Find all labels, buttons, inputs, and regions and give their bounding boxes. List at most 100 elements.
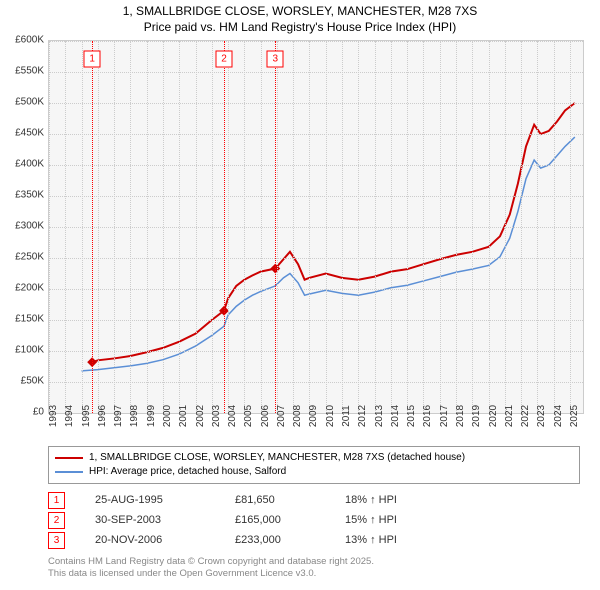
series-hpi xyxy=(82,137,575,371)
transaction-price: £165,000 xyxy=(235,514,345,526)
x-tick-label: 2013 xyxy=(374,405,385,427)
transaction-price: £233,000 xyxy=(235,534,345,546)
x-tick-label: 1999 xyxy=(146,405,157,427)
y-tick-label: £550K xyxy=(15,66,44,77)
title-line-2: Price paid vs. HM Land Registry's House … xyxy=(0,20,600,36)
y-tick-label: £300K xyxy=(15,221,44,232)
gridline-h xyxy=(49,227,583,228)
x-tick-label: 2020 xyxy=(488,405,499,427)
x-tick-label: 2017 xyxy=(439,405,450,427)
table-row: 3 20-NOV-2006 £233,000 13% ↑ HPI xyxy=(48,530,445,550)
gridline-v xyxy=(472,41,473,413)
x-tick-label: 2022 xyxy=(520,405,531,427)
gridline-v xyxy=(489,41,490,413)
x-tick-label: 2015 xyxy=(406,405,417,427)
gridline-v xyxy=(326,41,327,413)
x-tick-label: 2008 xyxy=(292,405,303,427)
marker-line xyxy=(275,41,276,413)
gridline-v xyxy=(554,41,555,413)
transaction-hpi: 15% ↑ HPI xyxy=(345,514,445,526)
gridline-v xyxy=(342,41,343,413)
x-tick-label: 1997 xyxy=(113,405,124,427)
x-tick-label: 2005 xyxy=(243,405,254,427)
x-tick-label: 2018 xyxy=(455,405,466,427)
legend: 1, SMALLBRIDGE CLOSE, WORSLEY, MANCHESTE… xyxy=(48,446,580,484)
gridline-h xyxy=(49,351,583,352)
table-row: 2 30-SEP-2003 £165,000 15% ↑ HPI xyxy=(48,510,445,530)
chart-marker-box: 3 xyxy=(267,51,284,68)
gridline-v xyxy=(163,41,164,413)
table-row: 1 25-AUG-1995 £81,650 18% ↑ HPI xyxy=(48,490,445,510)
x-tick-label: 2004 xyxy=(227,405,238,427)
transactions-table: 1 25-AUG-1995 £81,650 18% ↑ HPI 2 30-SEP… xyxy=(48,490,445,550)
y-tick-label: £500K xyxy=(15,97,44,108)
x-tick-label: 2011 xyxy=(341,405,352,427)
x-tick-label: 2003 xyxy=(211,405,222,427)
y-tick-label: £150K xyxy=(15,314,44,325)
gridline-v xyxy=(309,41,310,413)
gridline-v xyxy=(277,41,278,413)
gridline-v xyxy=(375,41,376,413)
y-tick-label: £450K xyxy=(15,128,44,139)
gridline-v xyxy=(82,41,83,413)
gridline-v xyxy=(147,41,148,413)
gridline-v xyxy=(212,41,213,413)
chart-marker-box: 1 xyxy=(84,51,101,68)
gridline-h xyxy=(49,103,583,104)
transaction-hpi: 13% ↑ HPI xyxy=(345,534,445,546)
x-tick-label: 2014 xyxy=(390,405,401,427)
gridline-h xyxy=(49,382,583,383)
gridline-h xyxy=(49,72,583,73)
gridline-h xyxy=(49,41,583,42)
transaction-hpi: 18% ↑ HPI xyxy=(345,494,445,506)
transaction-date: 20-NOV-2006 xyxy=(95,534,235,546)
y-tick-label: £350K xyxy=(15,190,44,201)
gridline-v xyxy=(196,41,197,413)
gridline-h xyxy=(49,320,583,321)
x-tick-label: 2006 xyxy=(260,405,271,427)
gridline-v xyxy=(537,41,538,413)
gridline-v xyxy=(358,41,359,413)
chart-marker-box: 2 xyxy=(216,51,233,68)
x-tick-label: 2010 xyxy=(325,405,336,427)
gridline-v xyxy=(244,41,245,413)
x-tick-label: 2002 xyxy=(195,405,206,427)
gridline-h xyxy=(49,196,583,197)
x-tick-label: 1993 xyxy=(48,405,59,427)
gridline-v xyxy=(521,41,522,413)
gridline-v xyxy=(130,41,131,413)
y-tick-label: £100K xyxy=(15,345,44,356)
x-tick-label: 2007 xyxy=(276,405,287,427)
gridline-v xyxy=(456,41,457,413)
marker-box-1: 1 xyxy=(48,492,65,509)
gridline-v xyxy=(228,41,229,413)
y-tick-label: £0 xyxy=(33,407,44,418)
x-tick-label: 1994 xyxy=(64,405,75,427)
x-tick-label: 1995 xyxy=(81,405,92,427)
transaction-date: 25-AUG-1995 xyxy=(95,494,235,506)
marker-box-3: 3 xyxy=(48,532,65,549)
chart-container: 1, SMALLBRIDGE CLOSE, WORSLEY, MANCHESTE… xyxy=(0,0,600,590)
x-tick-label: 2000 xyxy=(162,405,173,427)
x-tick-label: 1996 xyxy=(97,405,108,427)
gridline-h xyxy=(49,165,583,166)
gridline-v xyxy=(391,41,392,413)
legend-label-1: 1, SMALLBRIDGE CLOSE, WORSLEY, MANCHESTE… xyxy=(89,451,465,465)
footer-line-2: This data is licensed under the Open Gov… xyxy=(48,568,374,580)
legend-swatch-1 xyxy=(55,457,83,459)
transaction-price: £81,650 xyxy=(235,494,345,506)
gridline-h xyxy=(49,134,583,135)
x-tick-label: 2001 xyxy=(178,405,189,427)
gridline-v xyxy=(505,41,506,413)
footer: Contains HM Land Registry data © Crown c… xyxy=(48,556,374,581)
marker-box-2: 2 xyxy=(48,512,65,529)
series-price_paid xyxy=(92,103,575,362)
legend-label-2: HPI: Average price, detached house, Salf… xyxy=(89,465,286,479)
footer-line-1: Contains HM Land Registry data © Crown c… xyxy=(48,556,374,568)
gridline-h xyxy=(49,258,583,259)
gridline-v xyxy=(114,41,115,413)
y-tick-label: £600K xyxy=(15,35,44,46)
legend-swatch-2 xyxy=(55,471,83,473)
x-tick-label: 2025 xyxy=(569,405,580,427)
x-tick-label: 2019 xyxy=(471,405,482,427)
